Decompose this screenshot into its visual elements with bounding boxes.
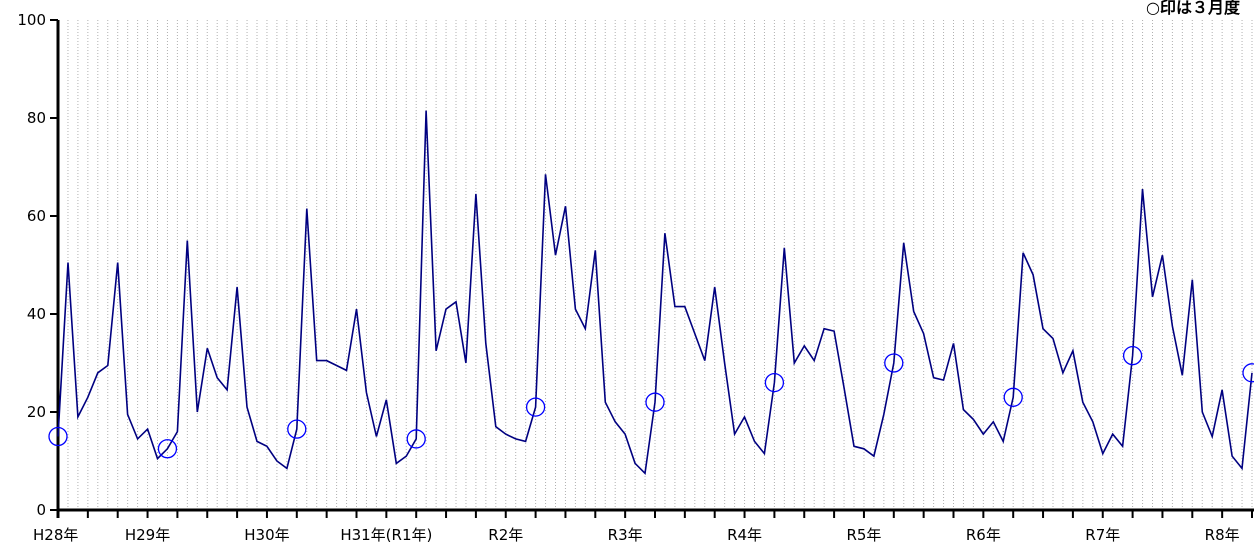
x-axis: H28年 H29年 H30年 H31年(R1年) R2年 R3年 R4年 R5年 R6年 R7年 R… [33, 510, 1254, 544]
x-tick-label: H30年 [244, 526, 289, 544]
series-polyline [58, 111, 1252, 474]
x-tick-label: R6年 [966, 526, 1001, 544]
x-tick-label: R4年 [727, 526, 762, 544]
x-tick-label: H31年(R1年) [340, 526, 432, 544]
series-line [58, 111, 1252, 474]
x-tick-label: R7年 [1085, 526, 1120, 544]
x-tick-label: H29年 [125, 526, 170, 544]
x-tick-label: R2年 [488, 526, 523, 544]
y-tick-label: 0 [36, 501, 46, 519]
vertical-gridlines [68, 20, 1252, 510]
y-tick-label: 80 [27, 109, 46, 127]
x-tick-label: H28年 [33, 526, 78, 544]
legend-note: ○印は３月度 [1146, 0, 1241, 17]
y-tick-label: 100 [17, 11, 46, 29]
march-marker [1243, 364, 1254, 382]
y-tick-label: 20 [27, 403, 46, 421]
y-tick-label: 60 [27, 207, 46, 225]
x-tick-label: R3年 [608, 526, 643, 544]
x-tick-label: R5年 [846, 526, 881, 544]
y-tick-label: 40 [27, 305, 46, 323]
x-tick-label: R8年 [1205, 526, 1240, 544]
